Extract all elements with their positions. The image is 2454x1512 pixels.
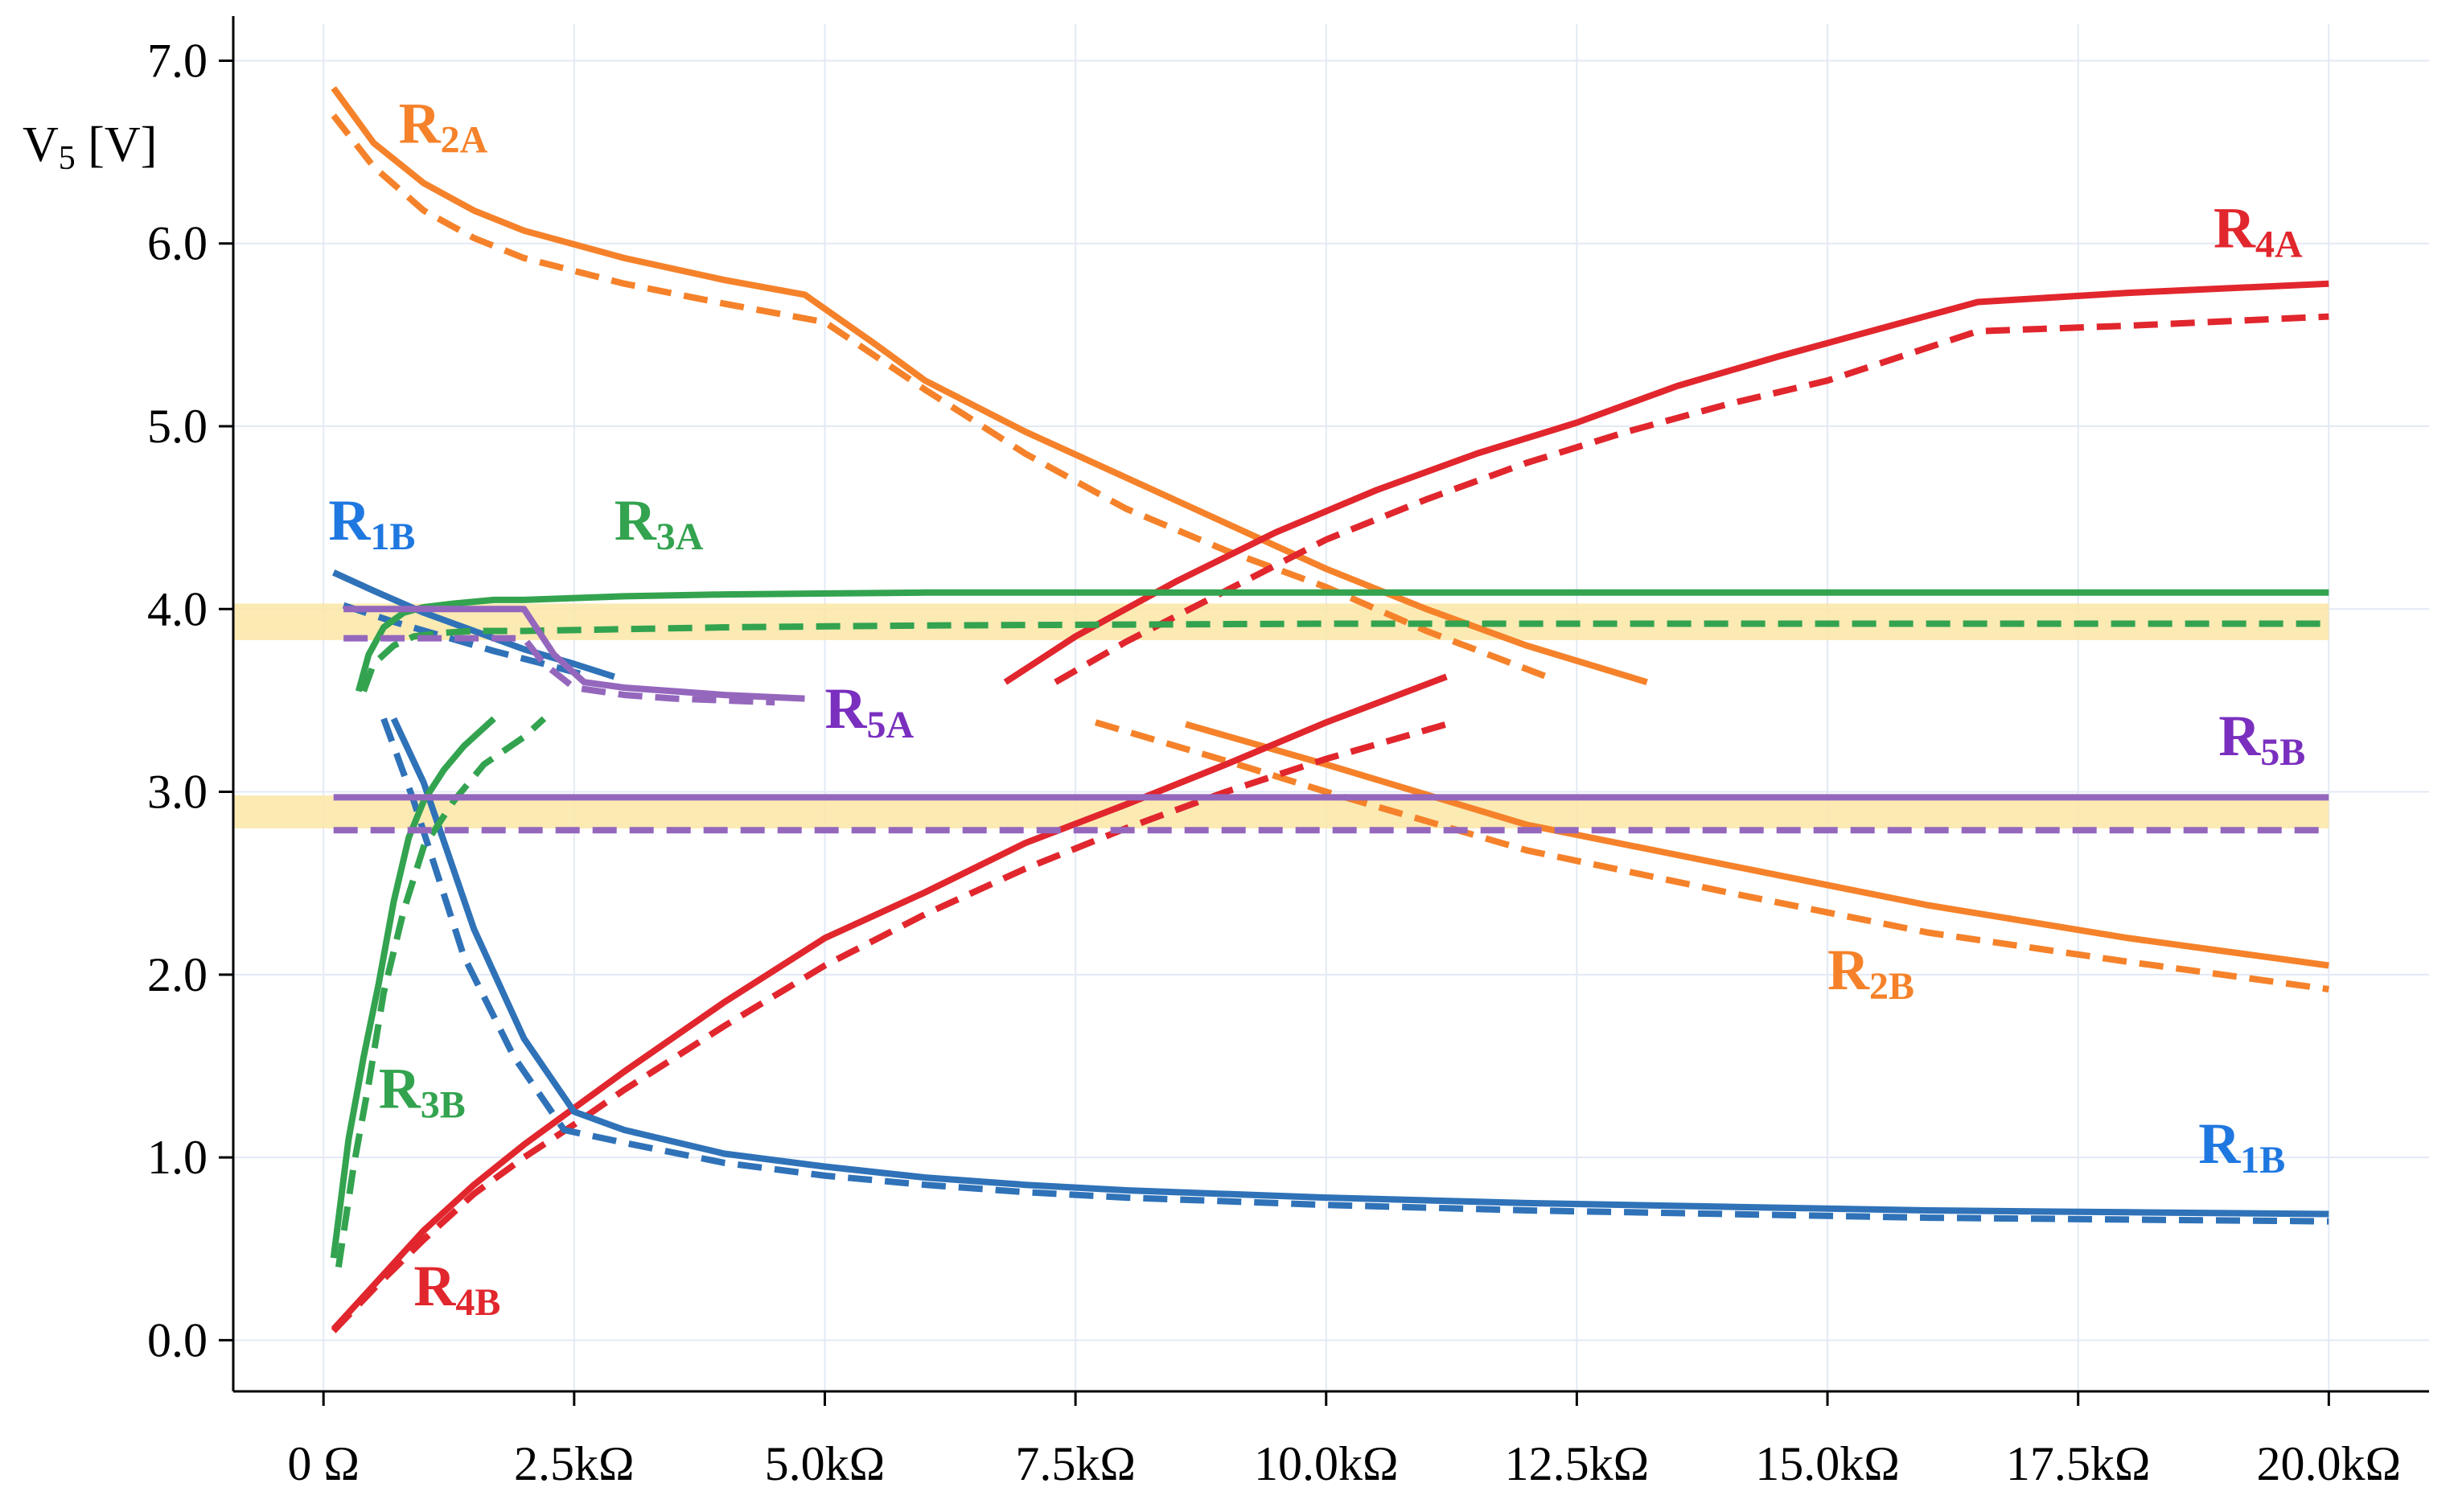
- x-tick-label-1: 2.5kΩ: [514, 1437, 635, 1490]
- x-tick-label-3: 7.5kΩ: [1015, 1437, 1136, 1490]
- series-label-r5a-4: R5A: [824, 676, 914, 746]
- x-tick-label-6: 15.0kΩ: [1755, 1437, 1900, 1490]
- series-line-r1b-solid-8: [332, 569, 615, 680]
- y-tick-label-6: 6.0: [147, 217, 208, 270]
- series-label-r2a-0: R2A: [399, 92, 488, 162]
- x-tick-label-5: 12.5kΩ: [1505, 1437, 1650, 1490]
- highlight-bands: [233, 603, 2329, 828]
- series-line-r3b-dashed-15: [335, 716, 547, 1268]
- y-tick-label-7: 7.0: [147, 34, 208, 87]
- series-line-r2a-dashed-1: [331, 113, 1548, 680]
- highlight-band-1: [233, 795, 2329, 828]
- series-label-r4b-9: R4B: [413, 1254, 500, 1324]
- series-label-r2b-6: R2B: [1827, 938, 1914, 1008]
- series-line-r3a-dashed-13: [360, 620, 2329, 692]
- series-label-r5b-5: R5B: [2218, 704, 2305, 774]
- series-line-r5a-solid-16: [343, 606, 805, 702]
- axes: 0.0 1.0 2.0 3.0 4.0 5.0 6.0 7.0 0 Ω 2.5kΩ 5.0kΩ 7.5…: [23, 16, 2429, 1490]
- series-label-r4a-1: R4A: [2214, 195, 2303, 265]
- y-tick-label-2: 2.0: [147, 948, 208, 1001]
- series-line-r4b-dashed-7: [331, 721, 1448, 1333]
- y-tick-label-4: 4.0: [147, 582, 208, 635]
- x-tick-label-7: 17.5kΩ: [2006, 1437, 2151, 1490]
- series-line-r1b-solid-10: [390, 717, 2329, 1218]
- series-line-r1b-dashed-11: [380, 717, 2329, 1225]
- series-line-r2b-solid-2: [1185, 721, 2329, 969]
- series-line-r3a-solid-12: [355, 589, 2329, 692]
- x-tick-label-0: 0 Ω: [287, 1437, 360, 1490]
- series-line-r1b-dashed-9: [342, 602, 586, 678]
- series-label-r3b-7: R3B: [379, 1057, 466, 1127]
- y-tick-label-0: 0.0: [147, 1313, 208, 1366]
- x-tick-label-8: 20.0kΩ: [2257, 1437, 2402, 1490]
- y-axis-label: V5 [V]: [23, 117, 157, 177]
- series-line-r2b-dashed-3: [1094, 719, 2329, 992]
- series-line-r4a-dashed-5: [1054, 313, 2329, 685]
- series-line-r3b-solid-14: [330, 716, 496, 1259]
- x-tick-label-2: 5.0kΩ: [765, 1437, 886, 1490]
- grid: [233, 24, 2429, 1391]
- annotations: R2A R4A R1B R3A R5A R5B R2B R3B R1B R4B: [328, 92, 2305, 1324]
- y-tick-label-5: 5.0: [147, 400, 208, 453]
- series-lines: [330, 86, 2329, 1333]
- y-tick-label-1: 1.0: [147, 1131, 208, 1184]
- series-line-r2a-solid-0: [331, 86, 1648, 686]
- series-label-r1b-2: R1B: [328, 488, 415, 558]
- series-line-r5a-dashed-17: [343, 635, 775, 706]
- series-label-r3a-3: R3A: [615, 488, 704, 558]
- series-label-r1b-8: R1B: [2198, 1111, 2285, 1181]
- y-tick-label-3: 3.0: [147, 766, 208, 819]
- x-tick-label-4: 10.0kΩ: [1254, 1437, 1399, 1490]
- series-line-r4a-solid-4: [1003, 280, 2329, 685]
- series-line-r4b-solid-6: [331, 673, 1448, 1332]
